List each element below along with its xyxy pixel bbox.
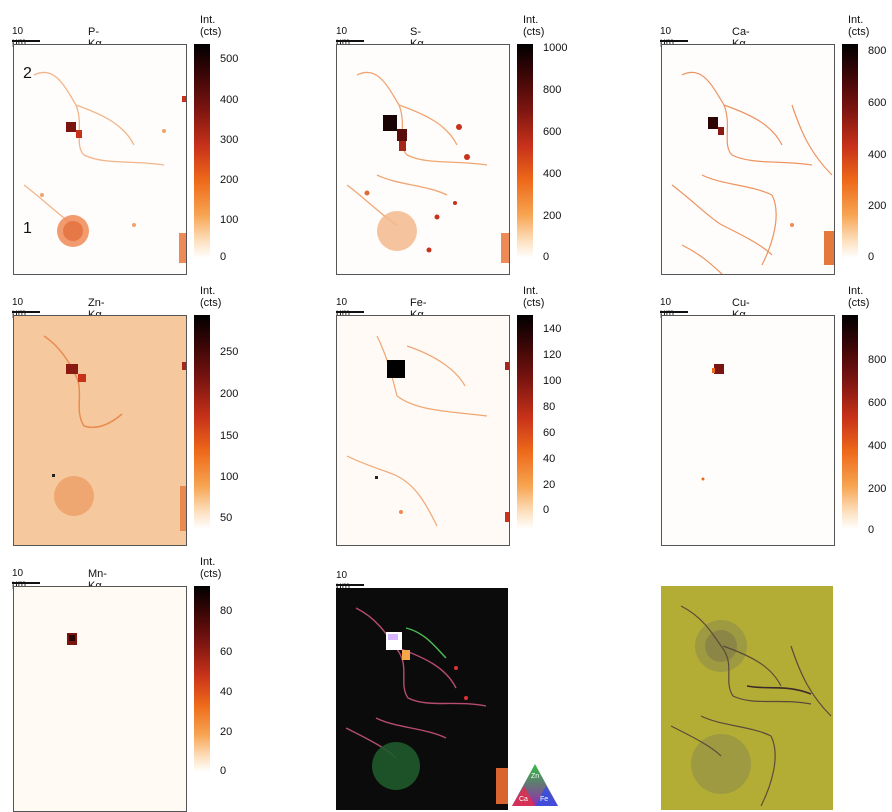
tick-label: 100 [543,375,562,387]
scale-bar [12,582,40,584]
scale-bar-label: 10 μm [660,26,675,48]
tick-label: 400 [868,149,887,161]
scale-bar-label: 10 μm [336,297,351,319]
tick-label: 400 [868,440,887,452]
colorbar-title: Int. (cts) [200,285,222,309]
tick-label: 500 [220,53,239,65]
triangle-label-zn: Zn [531,773,540,780]
tick-label: 300 [220,134,239,146]
scale-bar [660,311,688,313]
tick-label: 200 [868,483,887,495]
scale-bar-label: 10 μm [660,297,675,319]
tick-label: 200 [220,388,239,400]
region-label-2: 2 [23,65,32,82]
ca-ka-map [661,44,835,275]
scale-bar-label: 10 μm [336,570,351,592]
tick-label: 200 [220,174,239,186]
tick-label: 400 [543,168,562,180]
p-ka-map [13,44,187,275]
scale-bar [660,40,688,42]
tick-label: 0 [868,251,875,263]
s-ka-map [336,44,510,275]
mn-ka-map [13,586,187,812]
tick-label: 40 [543,453,556,465]
triangle-label-fe: Fe [540,796,549,803]
tick-label: 60 [220,646,233,658]
tick-label: 80 [543,401,556,413]
scale-bar [336,311,364,313]
scale-bar [12,40,40,42]
tick-label: 100 [220,471,239,483]
colorbar-title: Int. (cts) [848,285,870,309]
tick-label: 600 [868,97,887,109]
colorbar-title: Int. (cts) [523,14,545,38]
scale-bar-label: 10 μm [336,26,351,48]
tick-label: 250 [220,346,239,358]
colorbar-title: Int. (cts) [200,556,222,580]
scale-bar [12,311,40,313]
colorbar [194,315,210,529]
colorbar [517,315,533,529]
tick-label: 800 [868,354,887,366]
tick-label: 20 [220,726,233,738]
tick-label: 1000 [543,42,568,54]
tick-label: 100 [220,214,239,226]
scale-bar-label: 10 μm [12,26,27,48]
tick-label: 400 [220,94,239,106]
scale-bar-label: 10 μm [12,568,27,590]
colorbar [517,44,533,258]
tick-label: 0 [220,765,227,777]
triangle-label-ca: Ca [519,796,528,803]
fe-ka-map [336,315,510,546]
zn-ka-map [13,315,187,546]
tick-label: 80 [220,605,233,617]
tick-label: 50 [220,512,233,524]
tick-label: 0 [543,504,550,516]
tick-label: 120 [543,349,562,361]
colorbar [842,315,858,529]
tick-label: 60 [543,427,556,439]
colorbar [194,586,210,772]
colorbar [842,44,858,258]
colorbar-title: Int. (cts) [523,285,545,309]
composite-map [336,588,508,810]
tick-label: 140 [543,323,562,335]
tick-label: 0 [543,251,550,263]
tick-label: 200 [543,210,562,222]
tick-label: 800 [868,45,887,57]
tick-label: 200 [868,200,887,212]
colorbar-title: Int. (cts) [200,14,222,38]
tick-label: 600 [543,126,562,138]
scale-bar [336,40,364,42]
cu-ka-map [661,315,835,546]
colorbar [194,44,210,258]
scale-bar-label: 10 μm [12,297,27,319]
tick-label: 0 [220,251,227,263]
tick-label: 0 [868,524,875,536]
tick-label: 600 [868,397,887,409]
tick-label: 20 [543,479,556,491]
scale-bar [336,584,364,586]
colorbar-title: Int. (cts) [848,14,870,38]
region-label-1: 1 [23,220,32,237]
tick-label: 800 [543,84,562,96]
tick-label: 40 [220,686,233,698]
optical-image [661,586,833,810]
tick-label: 150 [220,430,239,442]
rgb-triangle-legend [512,764,558,806]
